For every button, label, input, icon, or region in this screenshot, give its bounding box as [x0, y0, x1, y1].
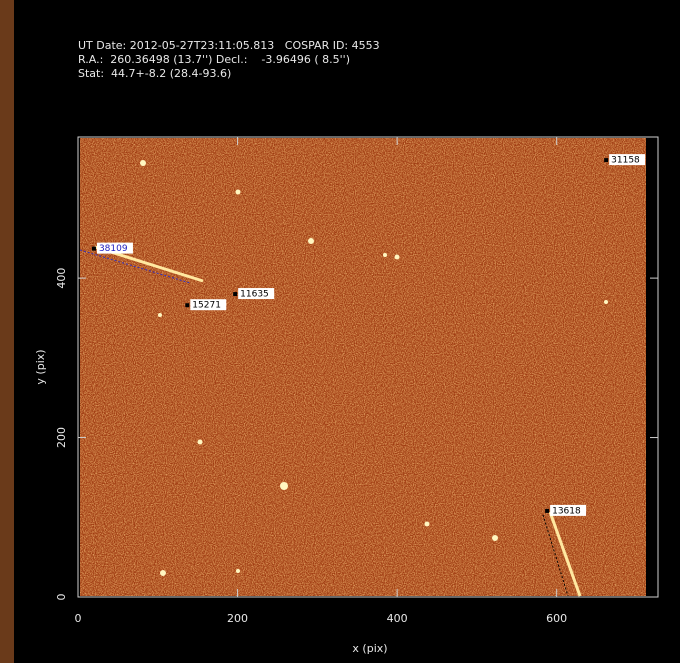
object-label: 38109	[99, 244, 128, 254]
y-tick-label: 200	[55, 427, 68, 448]
object-label: 11635	[240, 290, 269, 300]
object-marker	[92, 247, 96, 251]
left-strip	[0, 0, 14, 663]
x-axis-label: x (pix)	[352, 642, 387, 655]
object-label: 13618	[552, 506, 581, 516]
x-tick-label: 600	[546, 612, 567, 625]
header-line: R.A.: 260.36498 (13.7'') Decl.: -3.96496…	[78, 53, 350, 66]
y-axis-label: y (pix)	[34, 349, 47, 384]
header-line: UT Date: 2012-05-27T23:11:05.813 COSPAR …	[78, 39, 380, 52]
object-marker	[233, 292, 237, 296]
image-noise	[80, 138, 646, 596]
x-tick-label: 400	[387, 612, 408, 625]
header-line: Stat: 44.7+-8.2 (28.4-93.6)	[78, 67, 231, 80]
object-marker	[604, 158, 608, 162]
x-tick-label: 0	[75, 612, 82, 625]
object-label: 15271	[192, 301, 221, 311]
y-tick-label: 400	[55, 268, 68, 289]
y-tick-label: 0	[55, 594, 68, 601]
chart: UT Date: 2012-05-27T23:11:05.813 COSPAR …	[0, 0, 680, 663]
object-marker	[185, 303, 189, 307]
object-label: 31158	[611, 156, 640, 166]
x-tick-label: 200	[227, 612, 248, 625]
object-marker	[545, 509, 549, 513]
